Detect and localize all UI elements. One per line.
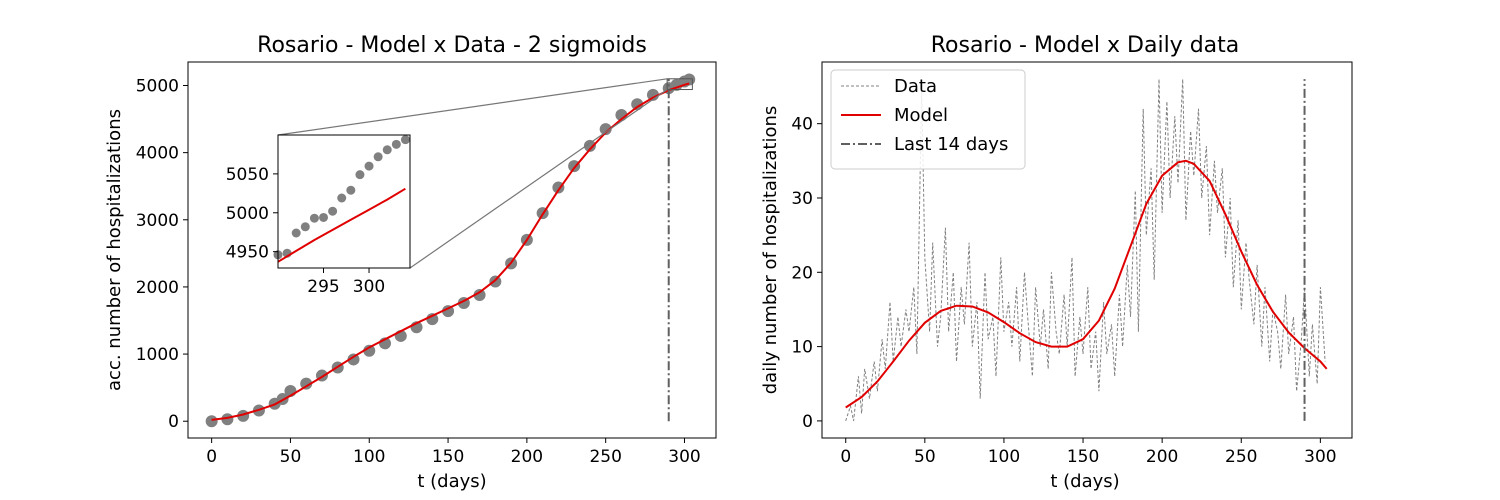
axis-x-tick-label: 150 — [432, 447, 464, 467]
axis-x-tick-label: 250 — [1225, 447, 1257, 467]
inset-data-point — [400, 135, 410, 145]
axis-x-tick-label: 300 — [1304, 447, 1336, 467]
axis-x-tick-label: 50 — [280, 447, 302, 467]
inset-data-point — [355, 170, 365, 180]
legend-label: Model — [894, 105, 948, 126]
axis-x-tick-label: 150 — [1067, 447, 1099, 467]
data-point — [615, 109, 628, 122]
inset-x-tick-label: 300 — [353, 277, 385, 297]
axis-x-tick-label: 200 — [1146, 447, 1178, 467]
axis-y-tick-label: 10 — [791, 338, 813, 358]
data-point — [583, 139, 596, 152]
axis-y-tick-label: 1000 — [136, 345, 179, 365]
legend-label: Data — [894, 76, 937, 97]
inset-data-point — [328, 206, 338, 216]
model-line — [211, 82, 690, 421]
axis-y-tick-label: 20 — [791, 263, 813, 283]
inset-y-tick-label: 5050 — [226, 165, 269, 185]
inset-model-line — [277, 187, 406, 263]
chart-daily-hospitalizations: Rosario - Model x Daily data 0 50 100 150 20… — [760, 33, 1353, 492]
inset-data-point — [300, 222, 310, 232]
data-point — [363, 344, 376, 357]
data-point — [221, 413, 234, 426]
inset-zoom: 295 300 4950 5000 5050 — [226, 78, 668, 297]
axis-frame — [187, 61, 717, 439]
data-point — [489, 275, 502, 288]
axis-x-tick-label: 100 — [353, 447, 385, 467]
inset-y-tick-label: 4950 — [226, 243, 269, 263]
chart-title: Rosario - Model x Data - 2 sigmoids — [257, 33, 647, 58]
axis-y-tick-label: 40 — [791, 115, 813, 135]
data-point — [347, 353, 360, 366]
axis-y-tick-label: 4000 — [136, 144, 179, 164]
axis-x-tick-label: 100 — [988, 447, 1020, 467]
inset-connector — [277, 78, 668, 136]
inset-data-point — [319, 212, 329, 222]
x-axis-label: t (days) — [1050, 471, 1119, 492]
chart-title: Rosario - Model x Daily data — [931, 33, 1240, 58]
plot-area: 0 50 100 150 200 250 300 0 10 20 30 40 — [791, 61, 1353, 467]
axis-frame — [821, 61, 1353, 439]
inset-data-point — [364, 161, 374, 171]
inset-connector — [409, 89, 668, 269]
data-point — [300, 377, 313, 390]
x-axis-label: t (days) — [417, 471, 486, 492]
axis-y-tick-label: 0 — [168, 412, 179, 432]
legend: Data Model Last 14 days — [830, 69, 1026, 170]
y-axis-label: daily number of hospitalizations — [760, 106, 781, 395]
data-point — [631, 98, 644, 111]
inset-data-point — [373, 152, 383, 162]
inset-data-point — [382, 145, 392, 155]
inset-y-tick-label: 5000 — [226, 204, 269, 224]
axis-y-tick-label: 5000 — [136, 77, 179, 97]
inset-data-point — [309, 213, 319, 223]
inset-data-point — [346, 185, 356, 195]
inset-data-point — [337, 193, 347, 203]
axis-x-tick-label: 250 — [589, 447, 621, 467]
axis-x-tick-label: 50 — [914, 447, 936, 467]
axis-y-tick-label: 2000 — [136, 278, 179, 298]
axis-x-tick-label: 0 — [840, 447, 851, 467]
data-point — [473, 288, 486, 301]
legend-label: Last 14 days — [894, 134, 1008, 155]
data-line — [845, 79, 1326, 422]
axis-x-tick-label: 200 — [511, 447, 543, 467]
inset-data-point — [291, 228, 301, 238]
inset-x-tick-label: 295 — [307, 277, 339, 297]
axis-x-tick-label: 300 — [668, 447, 700, 467]
inset-data-point — [391, 139, 401, 149]
axis-y-tick-label: 0 — [802, 412, 813, 432]
data-point — [205, 415, 218, 428]
y-axis-label: acc. number of hospitalizations — [104, 109, 125, 391]
axis-y-tick-label: 3000 — [136, 211, 179, 231]
model-line — [845, 159, 1328, 409]
data-point — [599, 123, 612, 136]
axis-x-tick-label: 0 — [206, 447, 217, 467]
inset-frame — [277, 134, 411, 269]
axis-y-tick-label: 30 — [791, 189, 813, 209]
zoom-region-box — [666, 78, 693, 91]
chart-accumulated-hospitalizations: Rosario - Model x Data - 2 sigmoids 0 50 1… — [104, 33, 717, 492]
